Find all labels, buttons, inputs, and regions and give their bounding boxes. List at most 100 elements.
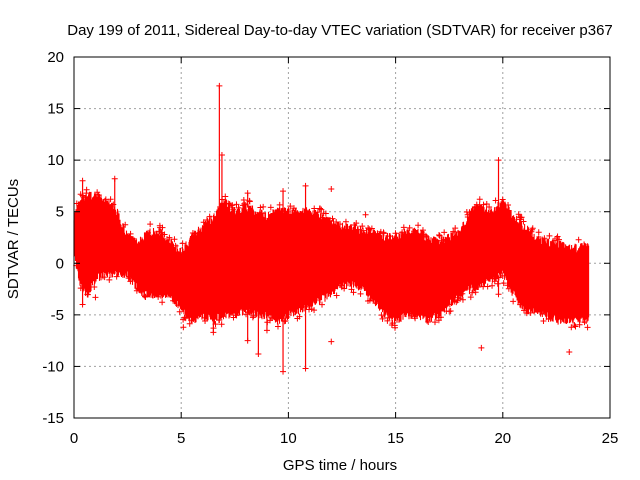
data-point — [319, 301, 326, 308]
outlier-point — [328, 186, 335, 193]
data-point — [476, 196, 483, 203]
data-point — [133, 287, 140, 294]
data-point — [119, 271, 126, 278]
data-point — [249, 314, 256, 321]
data-point — [520, 218, 527, 225]
data-point — [412, 315, 419, 322]
data-point — [127, 278, 134, 285]
data-point — [489, 282, 496, 289]
data-point — [483, 200, 490, 207]
data-point — [329, 215, 336, 222]
data-point — [259, 210, 266, 217]
data-point — [469, 289, 476, 296]
data-point — [546, 232, 553, 239]
data-point — [459, 290, 466, 297]
data-point — [517, 301, 524, 308]
data-point — [438, 237, 445, 244]
y-tick-label: 10 — [47, 152, 64, 169]
data-point — [122, 221, 129, 228]
x-axis-label: GPS time / hours — [283, 457, 397, 474]
data-point — [389, 320, 396, 327]
x-tick-label: 25 — [602, 430, 619, 447]
data-point — [360, 227, 367, 234]
data-point — [463, 208, 470, 215]
data-point — [359, 223, 366, 230]
data-point — [270, 210, 277, 217]
spike-point — [495, 157, 502, 164]
data-point — [319, 214, 326, 221]
data-point — [454, 297, 461, 304]
data-point — [384, 314, 391, 321]
spike-point — [255, 351, 262, 358]
data-point — [311, 205, 318, 212]
data-point — [186, 320, 193, 327]
data-point — [91, 284, 98, 291]
data-point — [225, 200, 232, 207]
data-point — [333, 219, 340, 226]
data-point — [450, 228, 457, 235]
data-point — [584, 324, 591, 331]
data-point — [436, 314, 443, 321]
data-point — [353, 220, 360, 227]
spike-point — [263, 327, 270, 334]
data-point — [392, 230, 399, 237]
outlier-point — [180, 324, 187, 331]
data-point — [436, 231, 443, 238]
data-point — [318, 206, 325, 213]
data-point — [191, 230, 198, 237]
data-point — [156, 228, 163, 235]
y-tick-label: -5 — [51, 307, 64, 324]
data-point — [407, 312, 414, 319]
data-point — [572, 323, 579, 330]
data-point — [377, 228, 384, 235]
data-point — [127, 230, 134, 237]
data-point — [520, 307, 527, 314]
data-point — [188, 317, 195, 324]
data-point — [102, 196, 109, 203]
y-axis-label: SDTVAR / TECUs — [5, 179, 22, 299]
y-tick-label: 5 — [56, 204, 64, 221]
data-point — [314, 209, 321, 216]
data-point — [494, 280, 501, 287]
data-point — [166, 234, 173, 241]
spike-point — [244, 337, 251, 344]
data-point — [317, 205, 324, 212]
data-point — [400, 224, 407, 231]
data-point — [84, 291, 91, 298]
x-tick-label: 20 — [494, 430, 511, 447]
spike-point — [210, 329, 217, 336]
data-point — [556, 236, 563, 243]
data-point — [379, 315, 386, 322]
data-point — [504, 282, 511, 289]
data-point — [342, 218, 349, 225]
data-point — [571, 322, 578, 329]
y-tick-label: 20 — [47, 49, 64, 66]
data-point — [384, 317, 391, 324]
spike-point — [79, 301, 86, 308]
data-point — [499, 272, 506, 279]
data-point — [95, 192, 102, 199]
data-point — [159, 299, 166, 306]
data-point — [491, 278, 498, 285]
data-point — [182, 315, 189, 322]
data-point — [475, 284, 482, 291]
data-point — [306, 306, 313, 313]
data-point — [378, 312, 385, 319]
data-point — [486, 204, 493, 211]
spike-point — [216, 82, 223, 89]
data-point — [94, 189, 101, 196]
data-point — [230, 206, 237, 213]
data-point — [568, 324, 575, 331]
data-point — [354, 226, 361, 233]
x-tick-label: 5 — [177, 430, 185, 447]
data-point — [455, 294, 462, 301]
data-point — [436, 232, 443, 239]
data-point — [290, 205, 297, 212]
data-point — [410, 228, 417, 235]
chart-title: Day 199 of 2011, Sidereal Day-to-day VTE… — [67, 22, 613, 39]
data-point — [267, 204, 274, 211]
data-point — [202, 318, 209, 325]
data-point — [229, 202, 236, 209]
outlier-point — [212, 321, 219, 328]
data-point — [106, 276, 113, 283]
